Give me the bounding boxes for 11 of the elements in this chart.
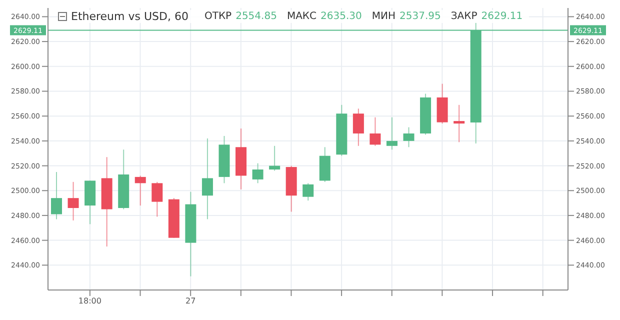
annotation: МИН — [372, 11, 396, 22]
chart-title: Ethereum vs USD, 60 — [71, 10, 188, 23]
annotation: ЗАКР — [450, 11, 478, 22]
annotation: ОТКР — [204, 11, 232, 22]
x-tick-label: 18:00 — [78, 296, 102, 306]
x-tick-label: 27 — [185, 296, 196, 306]
annotation: 2629.11 — [481, 11, 523, 22]
annotation: 2554.85 — [236, 11, 277, 22]
annotation: МАКС — [286, 11, 316, 22]
annotation: 2537.95 — [400, 11, 441, 22]
annotation: 2635.30 — [320, 11, 362, 22]
